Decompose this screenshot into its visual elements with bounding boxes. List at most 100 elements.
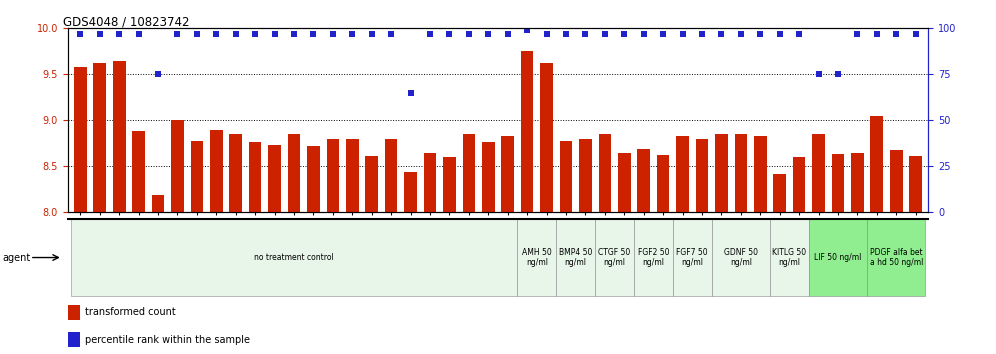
Bar	[384, 139, 397, 212]
Bar	[346, 139, 359, 212]
Point	[772, 31, 788, 37]
Point	[73, 31, 89, 37]
Bar	[868, 219, 925, 296]
Bar	[734, 134, 747, 212]
Point	[189, 31, 205, 37]
Text: PDGF alfa bet
a hd 50 ng/ml: PDGF alfa bet a hd 50 ng/ml	[870, 248, 923, 267]
Bar	[909, 156, 922, 212]
Point	[169, 31, 185, 37]
Bar	[715, 134, 728, 212]
Bar	[812, 134, 825, 212]
Point	[112, 31, 127, 37]
Bar	[560, 141, 573, 212]
Bar	[113, 61, 125, 212]
Point	[441, 31, 457, 37]
Point	[888, 31, 904, 37]
Text: no treatment control: no treatment control	[254, 253, 334, 262]
Bar	[462, 134, 475, 212]
Text: GDS4048 / 10823742: GDS4048 / 10823742	[64, 15, 190, 28]
Bar	[676, 136, 689, 212]
Point	[247, 31, 263, 37]
Bar	[68, 332, 81, 347]
Bar	[404, 172, 417, 212]
Bar	[71, 219, 518, 296]
Point	[907, 31, 923, 37]
Text: transformed count: transformed count	[85, 307, 175, 317]
Bar	[210, 130, 223, 212]
Bar	[557, 219, 596, 296]
Bar	[832, 154, 845, 212]
Bar	[482, 142, 495, 212]
Point	[364, 31, 379, 37]
Bar	[423, 153, 436, 212]
Point	[422, 31, 438, 37]
Bar	[889, 150, 902, 212]
Bar	[268, 145, 281, 212]
Bar	[307, 146, 320, 212]
Point	[519, 27, 535, 33]
Text: LIF 50 ng/ml: LIF 50 ng/ml	[815, 253, 862, 262]
Point	[325, 31, 341, 37]
Bar	[74, 67, 87, 212]
Bar	[656, 155, 669, 212]
Point	[92, 31, 108, 37]
Point	[617, 31, 632, 37]
Point	[539, 31, 555, 37]
Bar	[793, 157, 806, 212]
Point	[811, 72, 827, 77]
Point	[208, 31, 224, 37]
Bar	[518, 219, 557, 296]
Point	[383, 31, 399, 37]
Point	[733, 31, 749, 37]
Point	[150, 72, 166, 77]
Point	[791, 31, 807, 37]
Bar	[618, 153, 630, 212]
Bar	[171, 120, 184, 212]
Text: BMP4 50
ng/ml: BMP4 50 ng/ml	[559, 248, 593, 267]
Bar	[773, 174, 786, 212]
Point	[130, 31, 146, 37]
Bar	[851, 153, 864, 212]
Text: percentile rank within the sample: percentile rank within the sample	[85, 335, 250, 345]
Point	[267, 31, 283, 37]
Bar	[229, 134, 242, 212]
Point	[286, 31, 302, 37]
Point	[674, 31, 690, 37]
Point	[500, 31, 516, 37]
Bar	[94, 63, 107, 212]
Bar	[540, 63, 553, 212]
Bar	[871, 116, 883, 212]
Bar	[673, 219, 712, 296]
Point	[752, 31, 768, 37]
Bar	[770, 219, 809, 296]
Bar	[754, 136, 767, 212]
Point	[558, 31, 574, 37]
Bar	[637, 149, 650, 212]
Point	[402, 90, 418, 96]
Bar	[190, 141, 203, 212]
Bar	[599, 134, 612, 212]
Bar	[132, 131, 145, 212]
Text: agent: agent	[2, 252, 30, 263]
Text: CTGF 50
ng/ml: CTGF 50 ng/ml	[599, 248, 630, 267]
Point	[306, 31, 322, 37]
Point	[461, 31, 477, 37]
Bar	[712, 219, 770, 296]
Bar	[68, 304, 81, 320]
Point	[597, 31, 613, 37]
Point	[713, 31, 729, 37]
Bar	[151, 195, 164, 212]
Point	[228, 31, 244, 37]
Text: FGF2 50
ng/ml: FGF2 50 ng/ml	[637, 248, 669, 267]
Text: KITLG 50
ng/ml: KITLG 50 ng/ml	[772, 248, 807, 267]
Point	[480, 31, 496, 37]
Bar	[366, 156, 378, 212]
Bar	[695, 139, 708, 212]
Point	[830, 72, 846, 77]
Point	[635, 31, 651, 37]
Point	[655, 31, 671, 37]
Bar	[809, 219, 868, 296]
Point	[578, 31, 594, 37]
Bar	[501, 136, 514, 212]
Bar	[288, 134, 301, 212]
